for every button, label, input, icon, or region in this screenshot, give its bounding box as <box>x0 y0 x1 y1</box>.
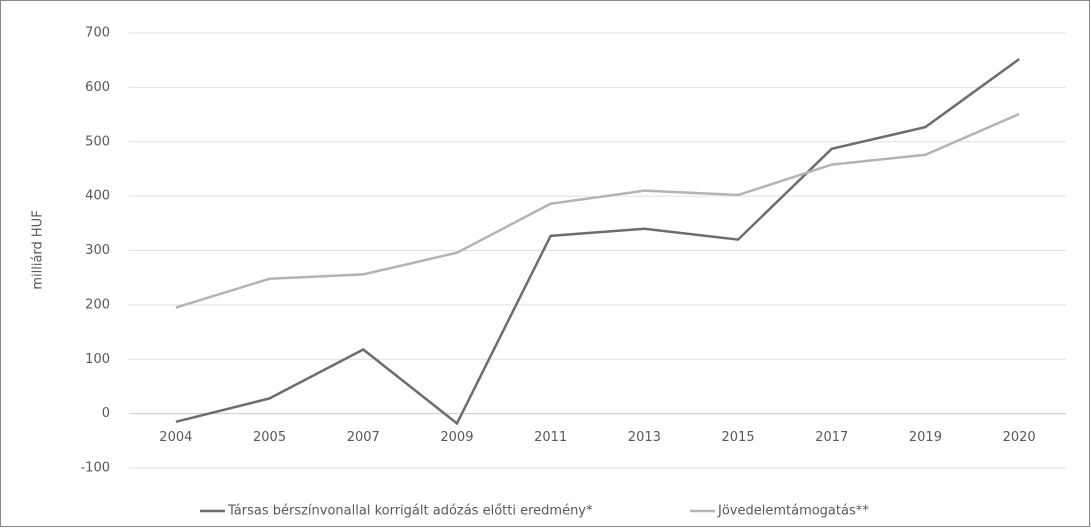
x-tick-label: 2009 <box>440 430 473 445</box>
y-axis-label: milliárd HUF <box>31 210 46 289</box>
y-tick-label: 200 <box>85 297 110 312</box>
x-tick-label: 2004 <box>159 430 192 445</box>
legend-label: Társas bérszínvonallal korrigált adózás … <box>227 504 593 519</box>
x-tick-label: 2019 <box>909 430 942 445</box>
y-tick-label: 100 <box>85 352 110 367</box>
x-tick-label: 2013 <box>628 430 661 445</box>
y-tick-label: 400 <box>85 189 110 204</box>
x-tick-label: 2011 <box>534 430 567 445</box>
y-tick-label: 600 <box>85 80 110 95</box>
x-tick-label: 2005 <box>253 430 286 445</box>
y-tick-label: -100 <box>80 461 110 476</box>
series-line <box>175 112 1020 309</box>
series-line <box>175 58 1020 426</box>
y-tick-label: 300 <box>85 243 110 258</box>
y-tick-label: 0 <box>102 406 110 421</box>
legend-label: Jövedelemtámogatás** <box>717 504 869 519</box>
x-tick-label: 2017 <box>815 430 848 445</box>
x-tick-label: 2020 <box>1003 430 1036 445</box>
x-tick-label: 2015 <box>722 430 755 445</box>
y-tick-label: 700 <box>85 26 110 41</box>
y-tick-label: 500 <box>85 134 110 149</box>
x-tick-label: 2007 <box>347 430 380 445</box>
